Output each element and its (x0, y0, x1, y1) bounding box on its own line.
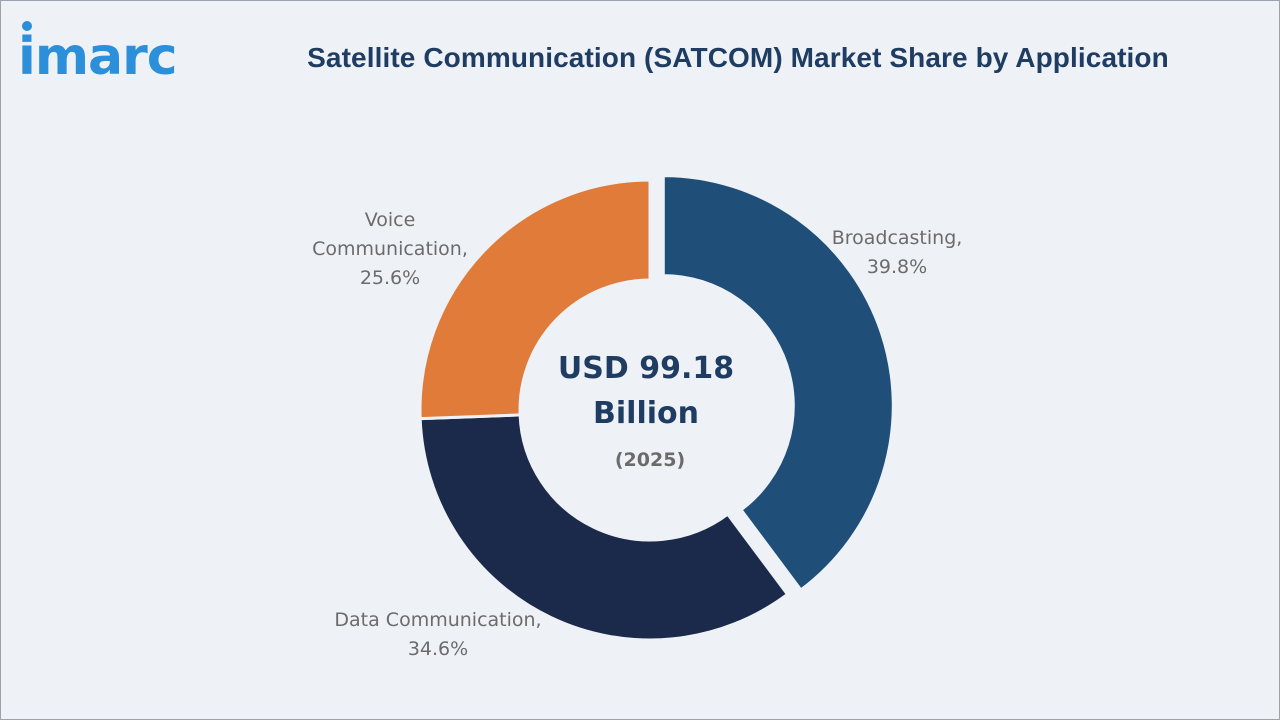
chart-title: Satellite Communication (SATCOM) Market … (307, 42, 1169, 73)
label-broadcasting: Broadcasting, 39.8% (832, 227, 963, 278)
donut-slices (418, 174, 895, 642)
label-voice-communication: Voice Communication, 25.6% (312, 209, 468, 289)
logo-text: imarc (18, 27, 177, 86)
center-year: (2025) (615, 449, 685, 471)
center-value-line1: USD 99.18 (558, 351, 734, 386)
center-value-line2: Billion (593, 396, 699, 431)
label-data-communication: Data Communication, 34.6% (334, 609, 541, 660)
slice-labels: Broadcasting, 39.8% Data Communication, 34.… (312, 209, 962, 660)
slice-data-communication (418, 413, 790, 642)
slice-broadcasting (661, 174, 895, 593)
imarc-logo: imarc (18, 21, 178, 86)
slice-voice-communication (418, 178, 652, 421)
